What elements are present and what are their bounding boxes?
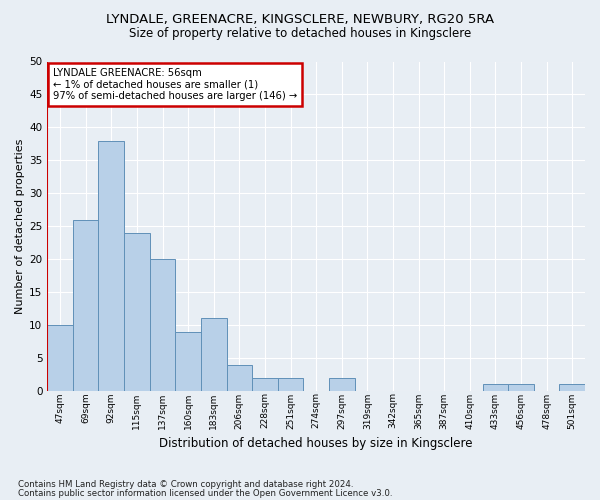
Bar [201, 318, 227, 391]
Y-axis label: Number of detached properties: Number of detached properties [15, 138, 25, 314]
Bar [150, 259, 175, 391]
Text: Size of property relative to detached houses in Kingsclere: Size of property relative to detached ho… [129, 28, 471, 40]
Bar [98, 140, 124, 391]
Text: Contains public sector information licensed under the Open Government Licence v3: Contains public sector information licen… [18, 489, 392, 498]
Bar [47, 325, 73, 391]
Bar [559, 384, 585, 391]
Bar [227, 364, 252, 391]
Bar [329, 378, 355, 391]
Bar [124, 233, 150, 391]
Bar [175, 332, 201, 391]
Bar [482, 384, 508, 391]
X-axis label: Distribution of detached houses by size in Kingsclere: Distribution of detached houses by size … [160, 437, 473, 450]
Bar [252, 378, 278, 391]
Text: LYNDALE GREENACRE: 56sqm
← 1% of detached houses are smaller (1)
97% of semi-det: LYNDALE GREENACRE: 56sqm ← 1% of detache… [53, 68, 297, 102]
Bar [508, 384, 534, 391]
Text: Contains HM Land Registry data © Crown copyright and database right 2024.: Contains HM Land Registry data © Crown c… [18, 480, 353, 489]
Bar [73, 220, 98, 391]
Text: LYNDALE, GREENACRE, KINGSCLERE, NEWBURY, RG20 5RA: LYNDALE, GREENACRE, KINGSCLERE, NEWBURY,… [106, 12, 494, 26]
Bar [278, 378, 304, 391]
